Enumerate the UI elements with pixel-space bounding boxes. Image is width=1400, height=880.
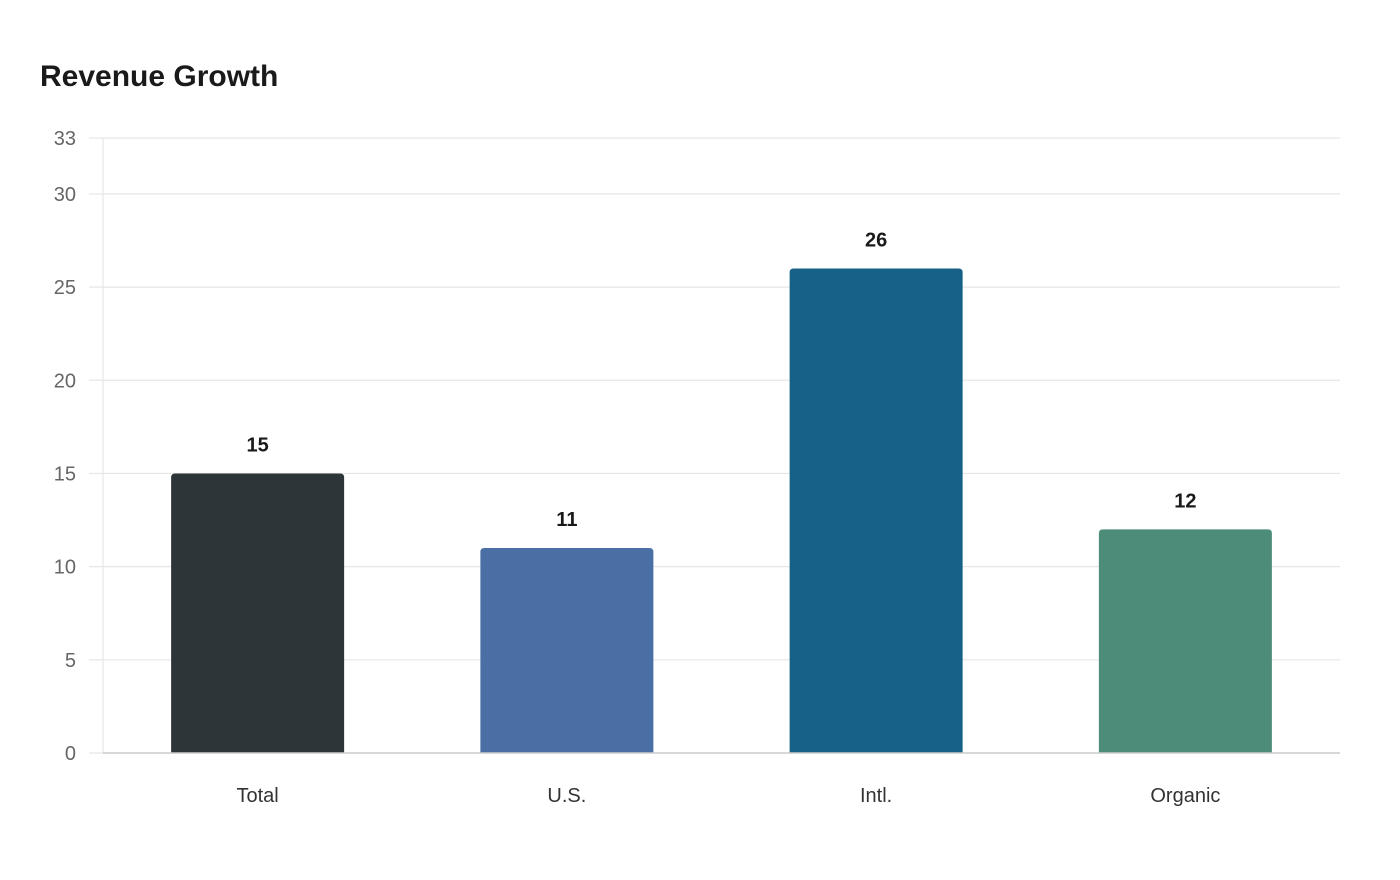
y-tick-label: 5 [65, 650, 76, 672]
y-tick-label: 30 [54, 184, 76, 206]
y-tick-label: 25 [54, 277, 76, 299]
x-tick-label: Intl. [860, 785, 892, 807]
y-tick-label: 0 [65, 743, 76, 765]
y-tick-label: 20 [54, 370, 76, 392]
value-label: 26 [865, 229, 887, 251]
y-tick-label: 33 [54, 128, 76, 150]
bar-u-s [480, 548, 654, 753]
chart-title: Revenue Growth [40, 60, 279, 93]
bar-total [171, 473, 345, 753]
value-label: 11 [556, 509, 577, 531]
value-label: 15 [247, 434, 269, 456]
x-axis-labels: Total U.S. Intl. Organic [237, 785, 1221, 807]
value-label: 12 [1174, 490, 1196, 512]
y-tick-label: 10 [54, 557, 76, 579]
value-labels: 15 11 26 12 [247, 229, 1197, 531]
x-tick-label: Organic [1150, 785, 1220, 807]
y-tick-label: 15 [54, 463, 76, 485]
bar-intl [789, 268, 963, 753]
bars [171, 268, 1272, 753]
x-tick-label: Total [237, 785, 279, 807]
x-tick-label: U.S. [547, 785, 586, 807]
bar-organic [1098, 529, 1272, 753]
y-axis-ticks: 0 5 10 15 20 25 30 33 [54, 128, 103, 765]
